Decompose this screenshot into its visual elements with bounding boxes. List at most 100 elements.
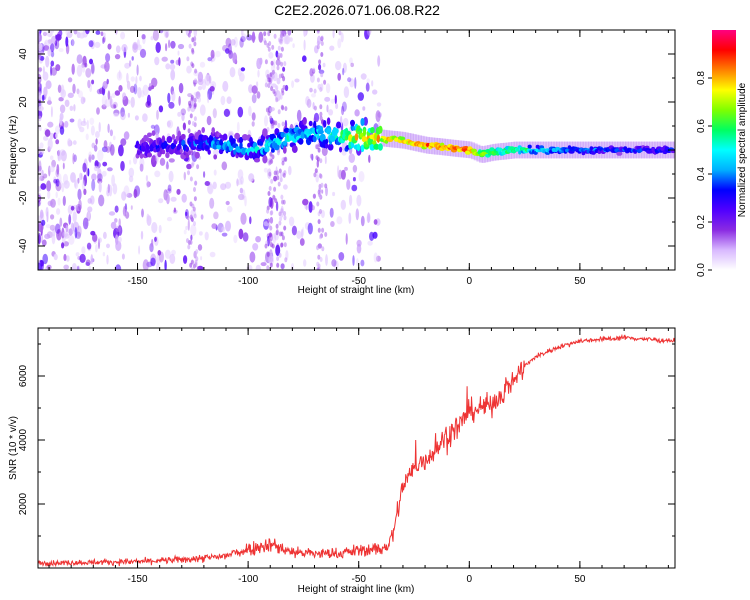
noise-blob bbox=[301, 228, 304, 239]
ridge-blob bbox=[317, 129, 324, 135]
streak-blob bbox=[276, 256, 280, 262]
streak-blob bbox=[320, 182, 324, 188]
noise-blob bbox=[240, 176, 244, 185]
noise-blob bbox=[221, 161, 228, 171]
noise-blob bbox=[225, 200, 230, 206]
streak-blob bbox=[281, 121, 285, 127]
noise-blob bbox=[102, 81, 108, 90]
noise-blob bbox=[116, 71, 123, 81]
noise-blob bbox=[114, 90, 121, 96]
snr-xtick-label: 0 bbox=[467, 574, 473, 585]
streak-blob bbox=[316, 40, 320, 46]
ridge-blob bbox=[325, 138, 329, 145]
noise-blob bbox=[136, 64, 139, 76]
noise-blob bbox=[154, 170, 161, 178]
noise-blob bbox=[165, 163, 169, 170]
noise-blob bbox=[187, 93, 193, 98]
noise-blob bbox=[371, 80, 374, 87]
streak-blob bbox=[312, 193, 316, 199]
noise-blob bbox=[165, 43, 168, 52]
streak-blob bbox=[191, 96, 194, 102]
streak-blob bbox=[283, 211, 287, 216]
noise-blob bbox=[249, 216, 252, 225]
noise-blob bbox=[226, 205, 233, 213]
noise-blob bbox=[190, 234, 193, 241]
noise-blob bbox=[164, 259, 167, 270]
noise-blob bbox=[47, 138, 53, 150]
streak-blob bbox=[279, 216, 283, 222]
streak-blob bbox=[190, 267, 194, 270]
streak-blob bbox=[265, 107, 269, 113]
noise-blob bbox=[356, 194, 362, 207]
streak-blob bbox=[315, 155, 319, 161]
noise-blob bbox=[62, 195, 66, 206]
noise-blob bbox=[335, 103, 339, 110]
noise-blob bbox=[40, 183, 47, 190]
ridge-blob bbox=[216, 144, 222, 150]
noise-blob bbox=[67, 138, 72, 147]
noise-blob bbox=[362, 106, 366, 111]
ridge-blob bbox=[518, 150, 522, 155]
noise-blob bbox=[182, 122, 186, 131]
streak-blob bbox=[187, 128, 191, 134]
noise-blob bbox=[38, 105, 44, 112]
streak-blob bbox=[263, 40, 267, 46]
noise-blob bbox=[133, 188, 138, 199]
noise-blob bbox=[64, 233, 70, 239]
noise-blob bbox=[57, 84, 62, 94]
noise-blob bbox=[373, 219, 378, 225]
streak-blob bbox=[186, 215, 190, 221]
noise-blob bbox=[334, 94, 337, 105]
snr-panel: -150 -100 -50 0 50 2000 4000 6000 Height of str… bbox=[8, 327, 676, 595]
noise-blob bbox=[242, 232, 249, 242]
noise-blob bbox=[83, 174, 87, 187]
noise-blob bbox=[207, 93, 210, 104]
noise-blob bbox=[42, 71, 49, 81]
noise-blob bbox=[45, 206, 49, 218]
noise-blob bbox=[356, 243, 362, 254]
noise-blob bbox=[181, 193, 187, 203]
snr-xtick-label: -100 bbox=[238, 574, 258, 585]
noise-blob bbox=[185, 211, 188, 216]
noise-blob bbox=[59, 104, 66, 114]
noise-blob bbox=[366, 30, 372, 36]
ridge-blob bbox=[230, 138, 236, 143]
noise-blob bbox=[346, 179, 351, 191]
noise-blob bbox=[74, 227, 78, 239]
noise-blob bbox=[91, 62, 95, 74]
colorbar-tick-label: 0.4 bbox=[696, 167, 707, 181]
noise-blob bbox=[333, 260, 339, 270]
streak-blob bbox=[317, 219, 321, 225]
noise-blob bbox=[102, 37, 105, 44]
noise-blob bbox=[284, 84, 289, 92]
ridge-blob bbox=[194, 151, 200, 159]
ridge-blob bbox=[470, 148, 477, 153]
streak-blob bbox=[311, 205, 315, 211]
noise-blob bbox=[360, 259, 365, 267]
streak-blob bbox=[269, 107, 273, 113]
noise-blob bbox=[183, 229, 187, 235]
noise-blob bbox=[126, 192, 133, 198]
streak-blob bbox=[187, 170, 190, 176]
noise-blob bbox=[220, 183, 227, 191]
ridge-blob bbox=[361, 136, 368, 143]
noise-blob bbox=[197, 244, 203, 251]
noise-blob bbox=[199, 61, 206, 68]
ridge-blob bbox=[312, 135, 317, 143]
streak-blob bbox=[273, 33, 277, 39]
ridge-blob bbox=[175, 135, 180, 142]
noise-blob bbox=[350, 62, 355, 68]
noise-blob bbox=[329, 207, 334, 218]
streak-blob bbox=[316, 77, 320, 83]
noise-blob bbox=[77, 177, 80, 184]
noise-blob bbox=[276, 77, 281, 85]
spectrogram-xlabel: Height of straight line (km) bbox=[298, 285, 415, 296]
noise-blob bbox=[86, 167, 89, 177]
ridge-blob bbox=[201, 127, 205, 133]
noise-blob bbox=[83, 188, 87, 195]
noise-blob bbox=[224, 181, 232, 189]
noise-blob bbox=[349, 194, 353, 206]
snr-ytick-label: 4000 bbox=[18, 428, 29, 451]
noise-blob bbox=[170, 196, 177, 202]
noise-blob bbox=[93, 165, 99, 172]
